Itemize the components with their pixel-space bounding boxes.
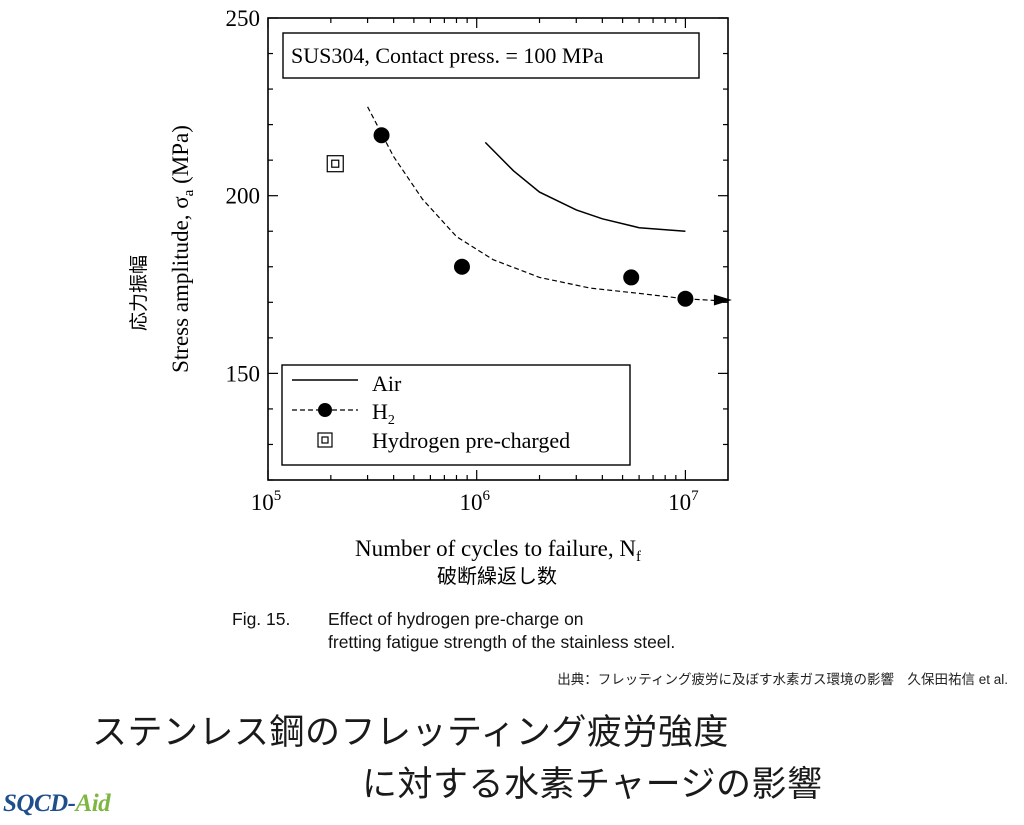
x-tick-label: 107 — [668, 488, 699, 515]
chart: 150 200 250 105 106 107 SUS304, Contact pres… — [128, 6, 732, 588]
x-axis-label-jp: 破断繰返し数 — [437, 565, 557, 588]
x-tick-label: 105 — [251, 488, 282, 515]
precharged-point-inner — [331, 159, 340, 168]
caption-line-2: fretting fatigue strength of the stainle… — [328, 632, 676, 652]
legend-h2-marker — [318, 403, 332, 417]
figure-caption: Fig. 15. Effect of hydrogen pre-charge on… — [232, 608, 675, 654]
logo-part-1: SQCD- — [3, 790, 76, 817]
series-curves — [367, 106, 732, 306]
y-tick-label: 250 — [226, 6, 261, 31]
air-curve — [484, 141, 686, 232]
y-tick-label: 150 — [226, 361, 261, 386]
x-axis-label: Number of cycles to failure, Nf — [355, 536, 641, 565]
h2-point — [373, 127, 390, 144]
axis-ticks — [267, 17, 728, 481]
x-tick-labels: 105 106 107 — [251, 488, 699, 515]
precharged-point-outer — [326, 155, 344, 173]
logo: SQCD-Aid — [3, 790, 111, 818]
y-axis-label: Stress amplitude, σa (MPa) — [168, 125, 197, 373]
legend-precharged-label: Hydrogen pre-charged — [372, 428, 570, 453]
slide-title-line-1: ステンレス鋼のフレッティング疲労強度 — [92, 713, 729, 752]
h2-point — [623, 269, 640, 286]
plot-frame — [267, 17, 729, 481]
source-citation: 出典：フレッティング疲労に及ぼす水素ガス環境の影響 久保田祐信 et al. — [557, 672, 1008, 687]
logo-part-2: Aid — [75, 790, 111, 817]
y-tick-labels: 150 200 250 — [226, 6, 261, 386]
annotation-text: SUS304, Contact press. = 100 MPa — [291, 43, 604, 68]
legend-box — [281, 364, 631, 466]
caption-line-1: Effect of hydrogen pre-charge on — [328, 609, 584, 629]
y-axis-label-jp: 応力振幅 — [128, 255, 150, 331]
runout-arrow — [713, 294, 732, 306]
slide-title-line-2: に対する水素チャージの影響 — [362, 765, 823, 804]
figure-number: Fig. 15. — [232, 609, 291, 629]
legend-precharged-marker-outer — [317, 432, 333, 448]
legend-h2-label: H2 — [372, 399, 395, 428]
h2-point — [677, 290, 694, 307]
legend-air-label: Air — [372, 371, 402, 396]
y-tick-label: 200 — [226, 184, 261, 209]
legend-precharged-marker-inner — [321, 436, 329, 444]
h2-curve — [367, 106, 716, 302]
annotation-box — [282, 32, 700, 79]
h2-point — [453, 258, 470, 275]
series-markers — [326, 127, 694, 307]
x-tick-label: 106 — [459, 488, 490, 515]
